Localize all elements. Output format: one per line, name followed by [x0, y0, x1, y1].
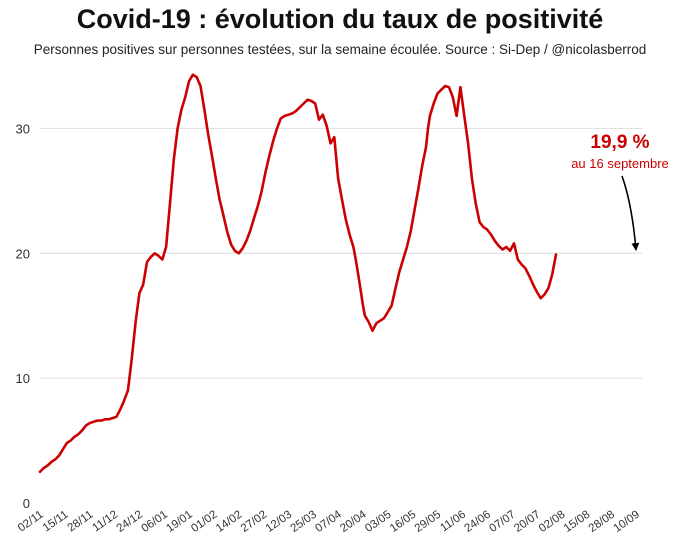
- annotation-arrow: [621, 175, 640, 251]
- x-tick-label: 20/04: [338, 508, 369, 535]
- y-tick-label: 0: [23, 496, 30, 511]
- x-tick-label: 12/03: [264, 509, 294, 535]
- x-tick-label: 29/05: [413, 509, 443, 535]
- x-tick-label: 01/02: [189, 509, 219, 535]
- x-tick-label: 19/01: [164, 509, 194, 535]
- x-tick-label: 28/08: [587, 509, 617, 535]
- x-tick-label: 07/07: [487, 509, 517, 535]
- annotation-date: au 16 septembre: [571, 156, 669, 171]
- x-tick-label: 11/06: [438, 509, 468, 535]
- x-tick-label: 28/11: [66, 509, 96, 535]
- x-tick-label: 06/01: [139, 509, 169, 535]
- x-tick-label: 24/12: [115, 509, 145, 535]
- chart-title: Covid-19 : évolution du taux de positivi…: [76, 4, 604, 34]
- y-tick-label: 10: [16, 371, 30, 386]
- x-tick-label: 16/05: [388, 509, 418, 535]
- annotation-value: 19,9 %: [590, 132, 649, 153]
- chart-subtitle: Personnes positives sur personnes testée…: [33, 42, 647, 57]
- x-tick-label: 02/08: [537, 509, 567, 535]
- x-tick-label: 24/06: [462, 509, 492, 535]
- y-tick-label: 30: [16, 121, 30, 136]
- series-line: [38, 73, 558, 474]
- x-tick-label: 27/02: [239, 509, 269, 535]
- x-tick-label: 10/09: [612, 509, 642, 535]
- x-tick-label: 25/03: [289, 509, 319, 535]
- x-tick-label: 20/07: [512, 509, 542, 535]
- x-tick-label: 15/08: [562, 509, 592, 535]
- x-tick-label: 14/02: [214, 509, 244, 535]
- x-tick-label: 02/11: [16, 509, 46, 535]
- x-tick-label: 07/04: [313, 508, 344, 535]
- x-tick-label: 03/05: [363, 509, 393, 535]
- x-tick-label: 15/11: [41, 509, 71, 535]
- x-tick-label: 11/12: [90, 509, 120, 535]
- y-tick-label: 20: [16, 246, 30, 261]
